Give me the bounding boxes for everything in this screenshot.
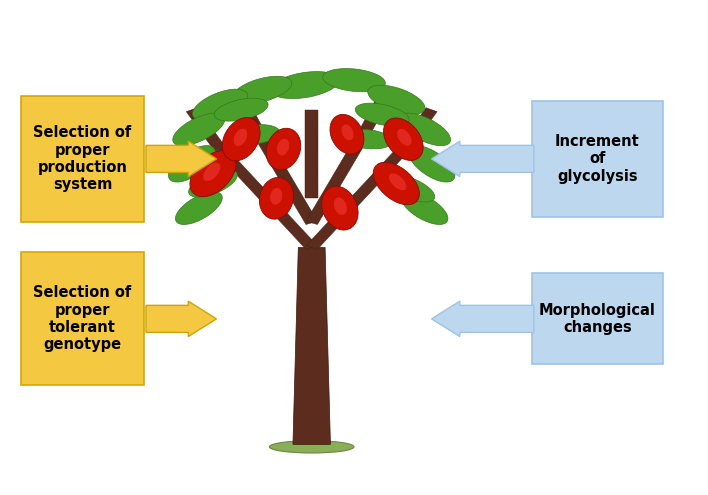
Ellipse shape	[234, 129, 247, 146]
Ellipse shape	[401, 192, 448, 224]
Ellipse shape	[409, 146, 455, 182]
Ellipse shape	[231, 125, 280, 144]
Ellipse shape	[188, 170, 237, 197]
Ellipse shape	[193, 89, 248, 120]
Ellipse shape	[270, 188, 282, 204]
Ellipse shape	[355, 103, 409, 126]
Polygon shape	[398, 108, 437, 151]
Polygon shape	[146, 141, 217, 177]
Text: Morphological
changes: Morphological changes	[539, 302, 656, 335]
Ellipse shape	[259, 177, 294, 219]
FancyBboxPatch shape	[21, 96, 144, 222]
Ellipse shape	[269, 441, 354, 453]
Ellipse shape	[277, 139, 289, 155]
Polygon shape	[235, 99, 268, 141]
Ellipse shape	[222, 118, 260, 161]
Ellipse shape	[389, 173, 406, 190]
FancyBboxPatch shape	[21, 252, 144, 385]
Ellipse shape	[266, 128, 301, 170]
Ellipse shape	[334, 198, 347, 215]
Ellipse shape	[190, 150, 236, 197]
Polygon shape	[432, 141, 534, 177]
Polygon shape	[432, 301, 534, 337]
FancyBboxPatch shape	[532, 273, 663, 364]
Ellipse shape	[343, 130, 392, 149]
Text: Selection of
proper
tolerant
genotype: Selection of proper tolerant genotype	[33, 285, 132, 352]
Polygon shape	[215, 147, 317, 250]
Ellipse shape	[323, 69, 385, 92]
Ellipse shape	[176, 192, 222, 224]
Ellipse shape	[386, 175, 435, 202]
Ellipse shape	[397, 129, 411, 146]
Ellipse shape	[373, 162, 419, 205]
Ellipse shape	[330, 114, 364, 154]
Polygon shape	[307, 147, 409, 250]
Ellipse shape	[173, 113, 225, 146]
Polygon shape	[355, 99, 388, 141]
Polygon shape	[293, 248, 331, 445]
Ellipse shape	[215, 98, 268, 121]
Ellipse shape	[233, 76, 292, 104]
Text: Selection of
proper
production
system: Selection of proper production system	[33, 125, 132, 193]
FancyBboxPatch shape	[532, 101, 663, 217]
Polygon shape	[305, 110, 318, 198]
Ellipse shape	[384, 118, 423, 160]
Text: Increment
of
glycolysis: Increment of glycolysis	[555, 134, 639, 184]
Ellipse shape	[399, 113, 450, 146]
Ellipse shape	[367, 85, 425, 114]
Polygon shape	[186, 108, 226, 151]
Polygon shape	[256, 138, 317, 225]
Polygon shape	[306, 138, 367, 225]
Polygon shape	[146, 301, 217, 337]
Ellipse shape	[203, 163, 220, 181]
Ellipse shape	[169, 146, 215, 182]
Ellipse shape	[341, 124, 353, 140]
Ellipse shape	[321, 186, 358, 230]
Ellipse shape	[270, 72, 339, 99]
